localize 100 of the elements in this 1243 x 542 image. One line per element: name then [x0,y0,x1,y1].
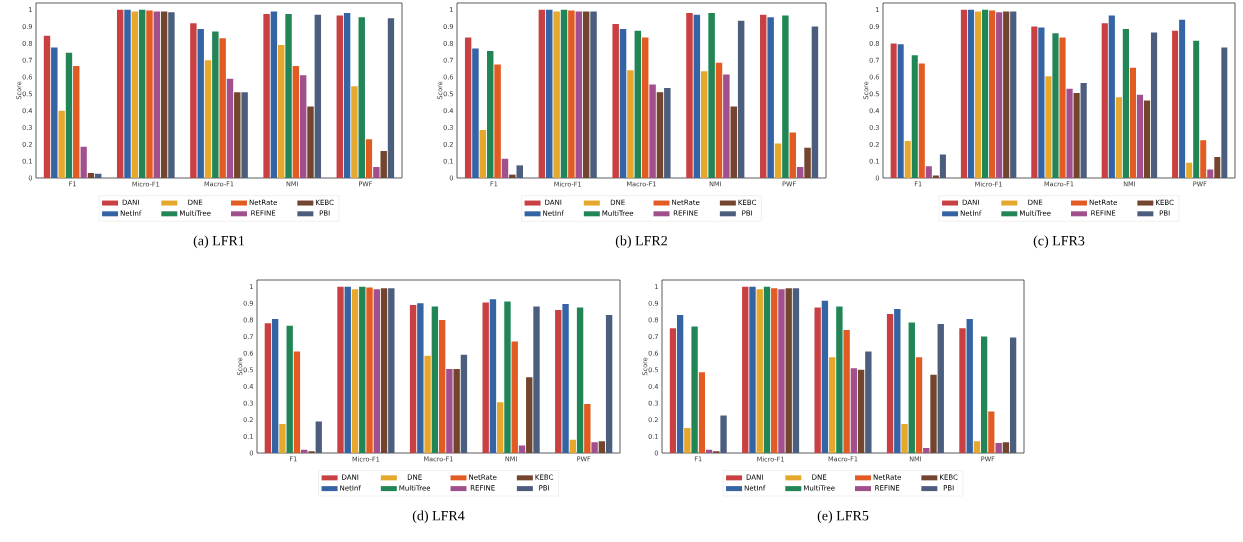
bar [307,106,314,178]
bar [774,143,782,178]
bar [212,31,219,178]
bar [778,289,785,453]
bar [482,302,489,453]
bar [989,10,996,178]
bar [742,286,749,453]
bar [51,47,58,178]
bar [380,151,387,178]
bar [715,62,723,178]
bar [264,323,272,453]
bar [263,13,270,178]
bar [494,64,501,178]
bar [279,423,286,453]
bar [464,37,472,178]
bar [996,12,1003,178]
bar [387,18,395,178]
bar [1066,88,1073,178]
bar [1080,82,1087,178]
bar [598,441,606,453]
bar [197,29,204,178]
bar [981,336,988,453]
bar [315,421,322,453]
bar [904,140,911,178]
bar [656,92,664,178]
bar [939,154,946,178]
bar [576,307,584,453]
bar [516,165,523,178]
bar [146,10,153,178]
bar [700,71,708,178]
bar [967,9,975,178]
bar [453,369,460,453]
bar [1059,37,1066,178]
bar [226,78,234,178]
bar [686,13,693,178]
bar [553,11,560,178]
bar [1207,169,1214,178]
bar [336,15,343,178]
bar [785,288,792,453]
bar [908,322,915,453]
bar [116,9,124,178]
text: (e) LFR5 [817,510,869,524]
bar [472,48,479,178]
bar [932,175,939,178]
text: (a) LFR1 [193,235,245,249]
bar [894,309,901,453]
bar [373,289,380,453]
bar [771,288,778,453]
bar [737,20,745,178]
bar [865,351,872,453]
bar [911,55,918,178]
bar [546,9,553,178]
bar [286,325,293,453]
bar [937,324,944,453]
bar [271,319,279,453]
bar [584,403,591,453]
bar [821,300,829,453]
bar [1186,162,1193,178]
bar [526,377,533,453]
bar [901,423,908,453]
bar [828,357,836,453]
bar [131,11,139,178]
bar [373,167,380,178]
bar [562,304,569,453]
bar [634,30,642,178]
bar [1038,27,1045,178]
bar [605,314,613,453]
bar [693,14,701,178]
bar [789,132,797,178]
bar [676,314,684,453]
bar [857,369,865,453]
bar [1003,11,1010,178]
bar [1214,156,1221,178]
bar [1045,76,1052,178]
bar [1009,337,1017,453]
bar [1150,32,1158,178]
bar [1200,140,1207,178]
bar [995,443,1002,453]
bar [560,9,568,178]
bar [43,35,51,178]
bar [1010,11,1017,178]
bar [504,301,511,453]
bar [886,314,894,453]
bar [431,306,439,453]
bar [270,11,278,178]
bar [533,306,540,453]
bar [124,9,131,178]
bar [359,286,366,453]
bar [424,355,431,453]
bar [959,328,966,453]
bar [814,307,821,453]
bar [767,17,774,178]
bar [756,289,763,453]
bar [409,304,417,453]
bar [641,37,649,178]
bar [1122,29,1129,178]
bar [973,441,981,453]
bar [234,92,241,178]
bar [988,411,995,453]
bar [366,287,373,453]
